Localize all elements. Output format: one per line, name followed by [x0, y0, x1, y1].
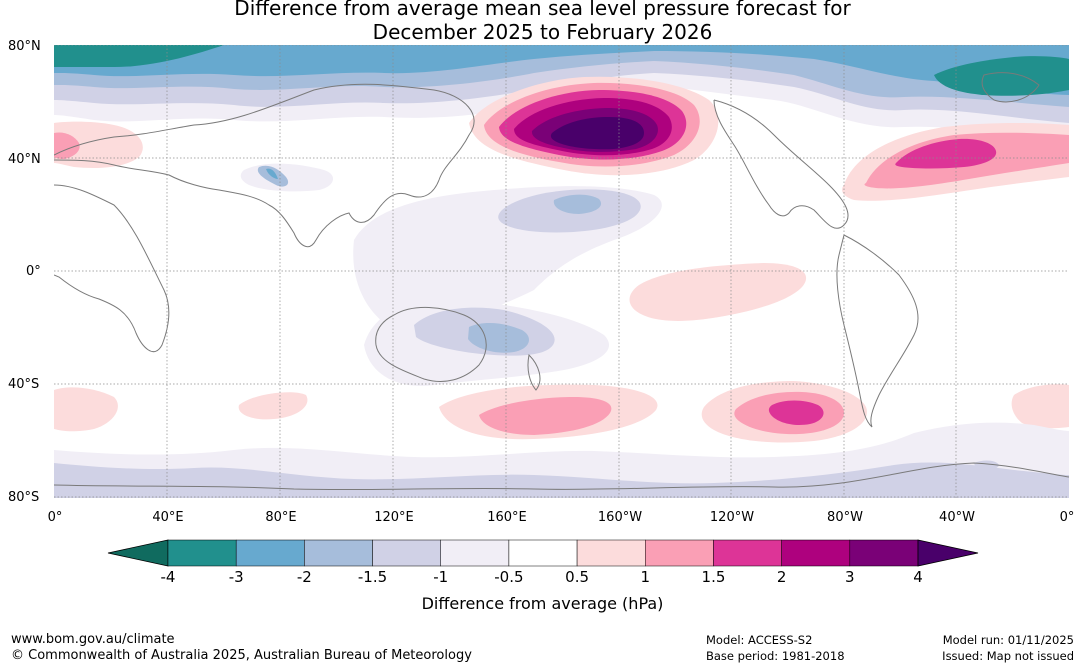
gridlines	[54, 45, 1069, 498]
colorbar-swatch	[167, 539, 237, 567]
map-title: Difference from average mean sea level p…	[0, 0, 1085, 44]
footer-issued: Issued: Map not issued	[942, 649, 1074, 663]
colorbar-swatch	[372, 539, 441, 567]
lat-label-40n: 40°N	[8, 152, 41, 167]
lon-label-360: 0°	[1059, 510, 1075, 525]
asia-negative-anomaly	[240, 163, 334, 192]
colorbar-tick-label: 1.5	[701, 568, 726, 586]
north-atlantic-positive-anomaly	[842, 123, 1069, 201]
colorbar-swatch	[508, 539, 578, 567]
tropical-pacific-negative-anomaly	[353, 186, 662, 335]
lon-label-0: 0°	[47, 510, 63, 525]
colorbar-tick-label: 4	[913, 568, 923, 586]
footer-model-run: Model run: 01/11/2025	[942, 633, 1074, 647]
colorbar	[107, 539, 979, 567]
colorbar-title: Difference from average (hPa)	[421, 594, 664, 613]
north-pacific-positive-anomaly	[469, 76, 719, 176]
southern-ocean-anomalies	[54, 381, 1069, 443]
colorbar-tick-label: -1	[433, 568, 449, 586]
title-line-1: Difference from average mean sea level p…	[234, 0, 851, 20]
lon-label-160e: 160°E	[487, 510, 527, 525]
coastlines	[54, 72, 1069, 491]
colorbar-tick-label: -3	[228, 568, 244, 586]
title-line-2: December 2025 to February 2026	[372, 20, 713, 44]
colorbar-extend-high	[917, 539, 979, 567]
colorbar-swatch	[781, 539, 851, 567]
colorbar-swatch	[235, 539, 305, 567]
lat-label-80n: 80°N	[8, 39, 41, 54]
colorbar-tick-label: -4	[160, 568, 176, 586]
lon-label-120e: 120°E	[374, 510, 414, 525]
colorbar-swatch	[304, 539, 373, 567]
colorbar-tick-label: 0.5	[565, 568, 590, 586]
lon-label-40e: 40°E	[152, 510, 184, 525]
lat-label-40s: 40°S	[8, 377, 40, 392]
colorbar-tick-label: -2	[296, 568, 312, 586]
colorbar-swatch	[645, 539, 714, 567]
colorbar-swatch	[849, 539, 919, 567]
lat-label-0: 0°	[26, 264, 41, 279]
east-pacific-positive-anomaly	[629, 263, 807, 321]
lat-label-80s: 80°S	[8, 490, 40, 505]
colorbar-tick-label: -0.5	[494, 568, 524, 586]
colorbar-tick-label: 3	[845, 568, 855, 586]
colorbar-tick-label: 1	[640, 568, 651, 586]
footer-model: Model: ACCESS-S2	[706, 633, 813, 647]
lon-label-80e: 80°E	[265, 510, 297, 525]
colorbar-tick-label: -1.5	[357, 568, 388, 586]
lon-label-160w: 160°W	[597, 510, 643, 525]
anomaly-map	[54, 45, 1069, 498]
colorbar-extend-low	[107, 539, 169, 567]
footer-base-period: Base period: 1981-2018	[706, 649, 845, 663]
footer-copyright: © Commonwealth of Australia 2025, Austra…	[11, 648, 472, 663]
lon-label-40w: 40°W	[939, 510, 975, 525]
lon-label-120w: 120°W	[709, 510, 755, 525]
colorbar-swatch	[440, 539, 510, 567]
colorbar-swatch	[713, 539, 782, 567]
footer-url[interactable]: www.bom.gov.au/climate	[11, 632, 175, 647]
lon-label-80w: 80°W	[827, 510, 863, 525]
colorbar-tick-label: 2	[776, 568, 787, 586]
colorbar-swatch	[576, 539, 646, 567]
